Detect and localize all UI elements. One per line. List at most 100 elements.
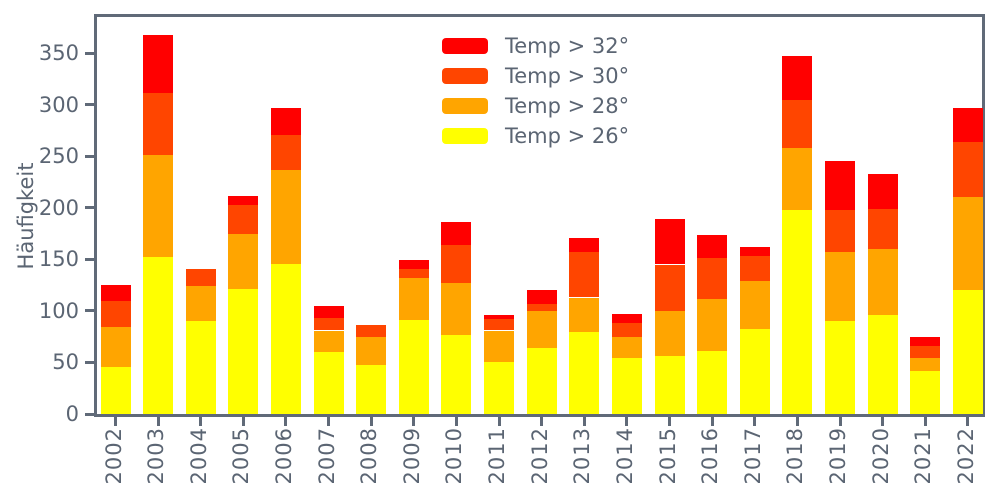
x-tick-mark-2020 xyxy=(881,417,885,426)
x-tick-label-2002: 2002 xyxy=(101,427,126,485)
bar-2014-segment-temp-32temp- xyxy=(611,314,642,324)
bars-layer xyxy=(97,17,983,414)
bar-2019-segment-temp-32temp- xyxy=(825,161,856,210)
bar-2005-segment-temp-28temp- xyxy=(228,233,259,290)
bar-2005-segment-temp-30temp- xyxy=(228,204,259,234)
x-tick-label-2014: 2014 xyxy=(612,427,637,485)
bar-2002-segment-temp-30temp- xyxy=(100,300,131,328)
bar-2020-segment-temp-30temp- xyxy=(867,208,898,250)
x-tick-mark-2011 xyxy=(497,417,501,426)
x-tick-label-2007: 2007 xyxy=(314,427,339,485)
y-tick-mark-300 xyxy=(85,103,94,107)
bar-2019-segment-temp-26temp- xyxy=(825,321,856,414)
bar-2006-segment-temp-32temp- xyxy=(270,107,301,135)
legend-swatch-temp-30-icon xyxy=(442,68,488,84)
bar-2004-segment-temp-30temp- xyxy=(185,268,216,287)
x-tick-mark-2005 xyxy=(241,417,245,426)
y-tick-label-150: 150 xyxy=(38,247,79,272)
bar-2008-segment-temp-30temp- xyxy=(356,325,387,337)
legend-item-temp-26: Temp > 26° xyxy=(442,121,629,151)
bar-2015-segment-temp-30temp- xyxy=(654,264,685,311)
bar-2017-segment-temp-30temp- xyxy=(739,256,770,281)
plot-area: 0 50 100 150 200 250 300 350 2002 2003 2004 2005 20… xyxy=(39,14,985,484)
bar-2008-segment-temp-28temp- xyxy=(356,336,387,365)
bar-2009-segment-temp-28temp- xyxy=(398,277,429,321)
x-tick-label-2019: 2019 xyxy=(826,427,851,485)
x-tick-mark-2016 xyxy=(710,417,714,426)
bar-2021-segment-temp-28temp- xyxy=(910,358,941,371)
bar-2006-segment-temp-26temp- xyxy=(270,264,301,414)
bar-2011-segment-temp-28temp- xyxy=(484,330,515,363)
legend: Temp > 32° Temp > 30° Temp > 28° Temp > … xyxy=(442,31,629,151)
bar-2020-segment-temp-32temp- xyxy=(867,173,898,209)
bar-2022-segment-temp-28temp- xyxy=(952,197,983,291)
bar-2006-segment-temp-28temp- xyxy=(270,169,301,265)
bar-2003-segment-temp-28temp- xyxy=(143,155,174,258)
x-tick-label-2021: 2021 xyxy=(911,427,936,485)
x-tick-mark-2021 xyxy=(923,417,927,426)
bar-2002-segment-temp-28temp- xyxy=(100,327,131,367)
bar-2004-segment-temp-26temp- xyxy=(185,321,216,414)
x-tick-label-2011: 2011 xyxy=(485,427,510,485)
x-tick-mark-2007 xyxy=(327,417,331,426)
bar-2022-segment-temp-26temp- xyxy=(952,290,983,414)
x-tick-mark-2004 xyxy=(199,417,203,426)
bar-2011-segment-temp-32temp- xyxy=(484,315,515,320)
x-tick-mark-2014 xyxy=(625,417,629,426)
bar-2008-segment-temp-26temp- xyxy=(356,364,387,414)
bar-2010-segment-temp-32temp- xyxy=(441,222,472,245)
x-tick-mark-2017 xyxy=(753,417,757,426)
y-tick-mark-350 xyxy=(85,51,94,55)
x-tick-mark-2008 xyxy=(369,417,373,426)
bar-2020-segment-temp-28temp- xyxy=(867,249,898,316)
x-tick-mark-2015 xyxy=(668,417,672,426)
x-axis-ticks: 2002 2003 2004 2005 2006 2007 2008 2009 2010 2011… xyxy=(97,17,982,484)
bar-2016-segment-temp-32temp- xyxy=(697,234,728,259)
bar-2003-segment-temp-32temp- xyxy=(143,34,174,94)
x-tick-mark-2006 xyxy=(284,417,288,426)
bar-2012-segment-temp-30temp- xyxy=(526,303,557,311)
x-tick-label-2015: 2015 xyxy=(655,427,680,485)
bar-2007-segment-temp-28temp- xyxy=(313,330,344,353)
bar-2022-segment-temp-30temp- xyxy=(952,141,983,198)
bar-2012-segment-temp-28temp- xyxy=(526,310,557,349)
x-tick-mark-2003 xyxy=(156,417,160,426)
bar-2015-segment-temp-32temp- xyxy=(654,219,685,265)
y-tick-label-50: 50 xyxy=(52,350,79,375)
x-tick-mark-2013 xyxy=(582,417,586,426)
bar-2011-segment-temp-26temp- xyxy=(484,362,515,414)
bar-2015-segment-temp-26temp- xyxy=(654,356,685,414)
x-tick-label-2005: 2005 xyxy=(229,427,254,485)
x-tick-label-2022: 2022 xyxy=(953,427,978,485)
y-tick-label-250: 250 xyxy=(38,144,79,169)
legend-swatch-temp-32-icon xyxy=(442,38,488,54)
bar-2019-segment-temp-30temp- xyxy=(825,209,856,253)
bar-2003-segment-temp-30temp- xyxy=(143,93,174,156)
bar-2018-segment-temp-32temp- xyxy=(782,56,813,100)
x-tick-mark-2019 xyxy=(838,417,842,426)
x-tick-label-2020: 2020 xyxy=(868,427,893,485)
bar-2010-segment-temp-28temp- xyxy=(441,283,472,335)
bar-2013-segment-temp-28temp- xyxy=(569,297,600,332)
legend-item-temp-30: Temp > 30° xyxy=(442,61,629,91)
y-tick-mark-0 xyxy=(85,412,94,416)
bar-2019-segment-temp-28temp- xyxy=(825,252,856,322)
bar-2004-segment-temp-28temp- xyxy=(185,286,216,322)
bar-2013-segment-temp-26temp- xyxy=(569,331,600,414)
bar-2018-segment-temp-30temp- xyxy=(782,99,813,148)
legend-item-temp-32: Temp > 32° xyxy=(442,31,629,61)
bar-2011-segment-temp-30temp- xyxy=(484,319,515,331)
bar-2013-segment-temp-32temp- xyxy=(569,237,600,253)
x-tick-label-2013: 2013 xyxy=(570,427,595,485)
bar-2016-segment-temp-28temp- xyxy=(697,298,728,352)
bar-2005-segment-temp-32temp- xyxy=(228,196,259,205)
bar-2014-segment-temp-30temp- xyxy=(611,323,642,337)
bar-2017-segment-temp-32temp- xyxy=(739,246,770,257)
y-tick-mark-50 xyxy=(85,360,94,364)
bar-2014-segment-temp-26temp- xyxy=(611,358,642,414)
legend-swatch-temp-26-icon xyxy=(442,128,488,144)
bar-2007-segment-temp-30temp- xyxy=(313,318,344,331)
bar-2017-segment-temp-26temp- xyxy=(739,329,770,414)
bar-2012-segment-temp-32temp- xyxy=(526,290,557,304)
